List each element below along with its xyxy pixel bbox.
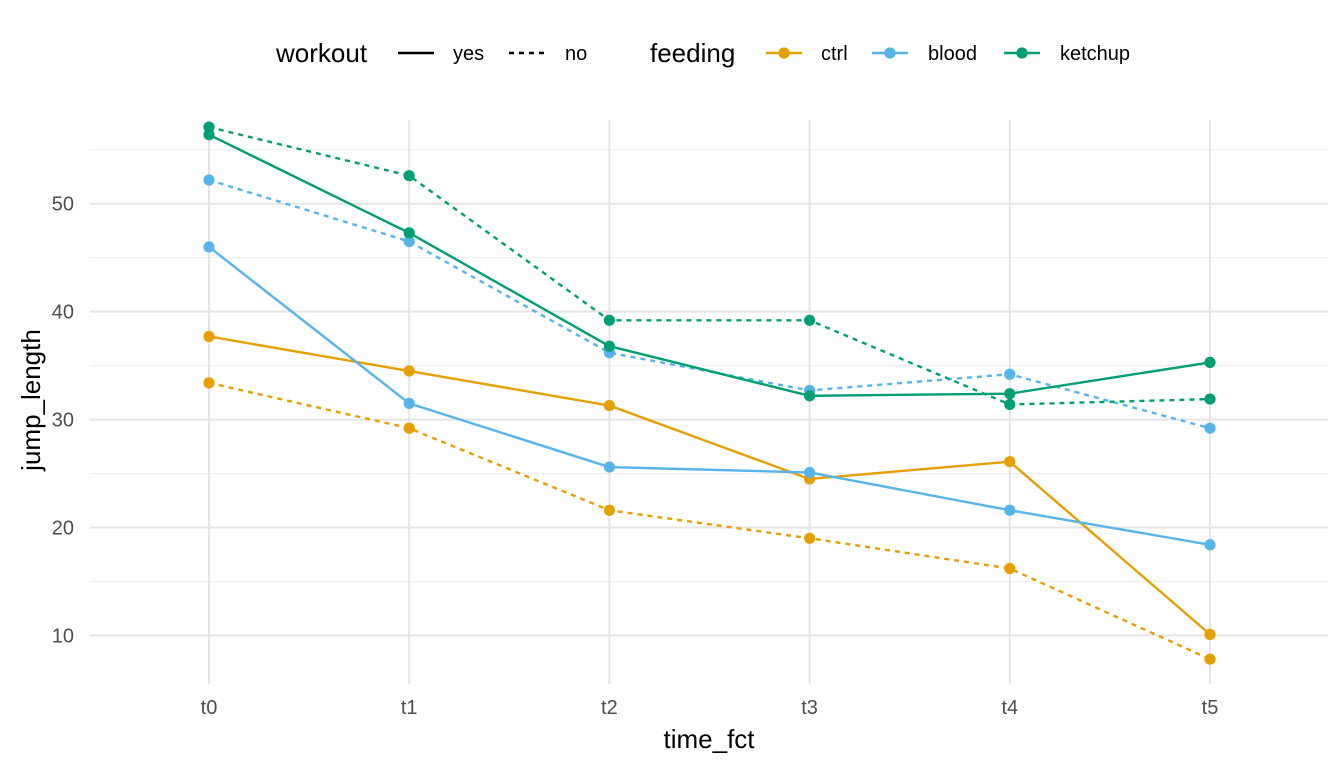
series-lines <box>208 125 1211 661</box>
series-line-ctrl-yes <box>208 335 1211 636</box>
legend-label-yes: yes <box>453 43 484 65</box>
series-line-ketchup-yes <box>208 133 1211 398</box>
x-tick-label: t1 <box>401 697 418 719</box>
data-point-blood-no <box>203 174 215 186</box>
data-point-ketchup-yes <box>1204 356 1216 368</box>
data-point-blood-no <box>403 235 415 248</box>
data-point-blood-yes <box>403 397 415 409</box>
data-point-ctrl-no <box>1204 653 1216 665</box>
x-axis-title: time_fct <box>663 724 755 754</box>
data-point-blood-yes <box>1004 504 1016 516</box>
series-line-blood-yes <box>208 245 1211 546</box>
x-tick-label: t2 <box>601 697 618 719</box>
data-point-ctrl-no <box>603 504 616 516</box>
x-tick-label: t4 <box>1001 697 1018 719</box>
data-point-ketchup-no <box>403 170 415 182</box>
data-points <box>203 121 1216 665</box>
legend: workout yes no feeding ctrl blood ketchup <box>275 38 1130 68</box>
legend-key-point-blood <box>884 47 896 59</box>
legend-title-workout: workout <box>275 38 368 68</box>
legend-label-blood: blood <box>928 43 977 65</box>
data-point-ketchup-no <box>603 314 616 326</box>
data-point-ctrl-yes <box>1204 628 1216 640</box>
data-point-ctrl-yes <box>203 330 215 343</box>
legend-label-ketchup: ketchup <box>1060 43 1130 65</box>
x-tick-label: t3 <box>801 697 818 719</box>
legend-title-feeding: feeding <box>650 38 735 68</box>
data-point-ctrl-no <box>403 422 415 434</box>
series-line-ketchup-no <box>208 125 1211 406</box>
data-point-ketchup-yes <box>403 227 415 239</box>
data-point-ketchup-no <box>804 314 816 326</box>
x-tick-label: t5 <box>1202 697 1219 719</box>
series-line-blood-no <box>208 178 1211 430</box>
data-point-ctrl-yes <box>603 399 616 412</box>
data-point-ctrl-no <box>804 532 816 544</box>
data-point-ketchup-no <box>1204 393 1216 405</box>
data-point-ketchup-no <box>203 121 215 133</box>
series-line-ctrl-no <box>208 381 1211 661</box>
y-axis-ticks: 10 20 30 40 50 <box>52 194 74 648</box>
legend-label-no: no <box>565 43 587 65</box>
data-point-ketchup-yes <box>804 390 816 402</box>
data-point-ctrl-no <box>203 377 215 389</box>
legend-key-point-ctrl <box>778 47 790 59</box>
data-point-ketchup-no <box>1004 398 1016 411</box>
x-axis-ticks: t0 t1 t2 t3 t4 t5 <box>201 697 1219 719</box>
data-point-blood-no <box>1204 422 1216 434</box>
y-tick-label: 20 <box>52 518 74 540</box>
legend-label-ctrl: ctrl <box>821 43 848 65</box>
y-axis-title: jump_length <box>16 329 46 472</box>
y-tick-label: 10 <box>52 625 74 647</box>
y-tick-label: 30 <box>52 410 74 432</box>
legend-key-point-ketchup <box>1016 47 1028 59</box>
data-point-ctrl-yes <box>403 365 415 377</box>
data-point-blood-yes <box>804 466 816 479</box>
data-point-blood-no <box>1004 368 1016 380</box>
data-point-ketchup-yes <box>1004 388 1016 400</box>
data-point-blood-yes <box>603 461 616 473</box>
data-point-ctrl-no <box>1004 562 1016 575</box>
data-point-blood-yes <box>1204 539 1216 551</box>
data-point-ctrl-yes <box>1004 456 1016 468</box>
data-point-blood-yes <box>203 241 215 253</box>
data-point-ketchup-yes <box>603 340 616 352</box>
y-tick-label: 40 <box>52 302 74 324</box>
x-tick-label: t0 <box>201 697 218 719</box>
y-tick-label: 50 <box>52 194 74 216</box>
